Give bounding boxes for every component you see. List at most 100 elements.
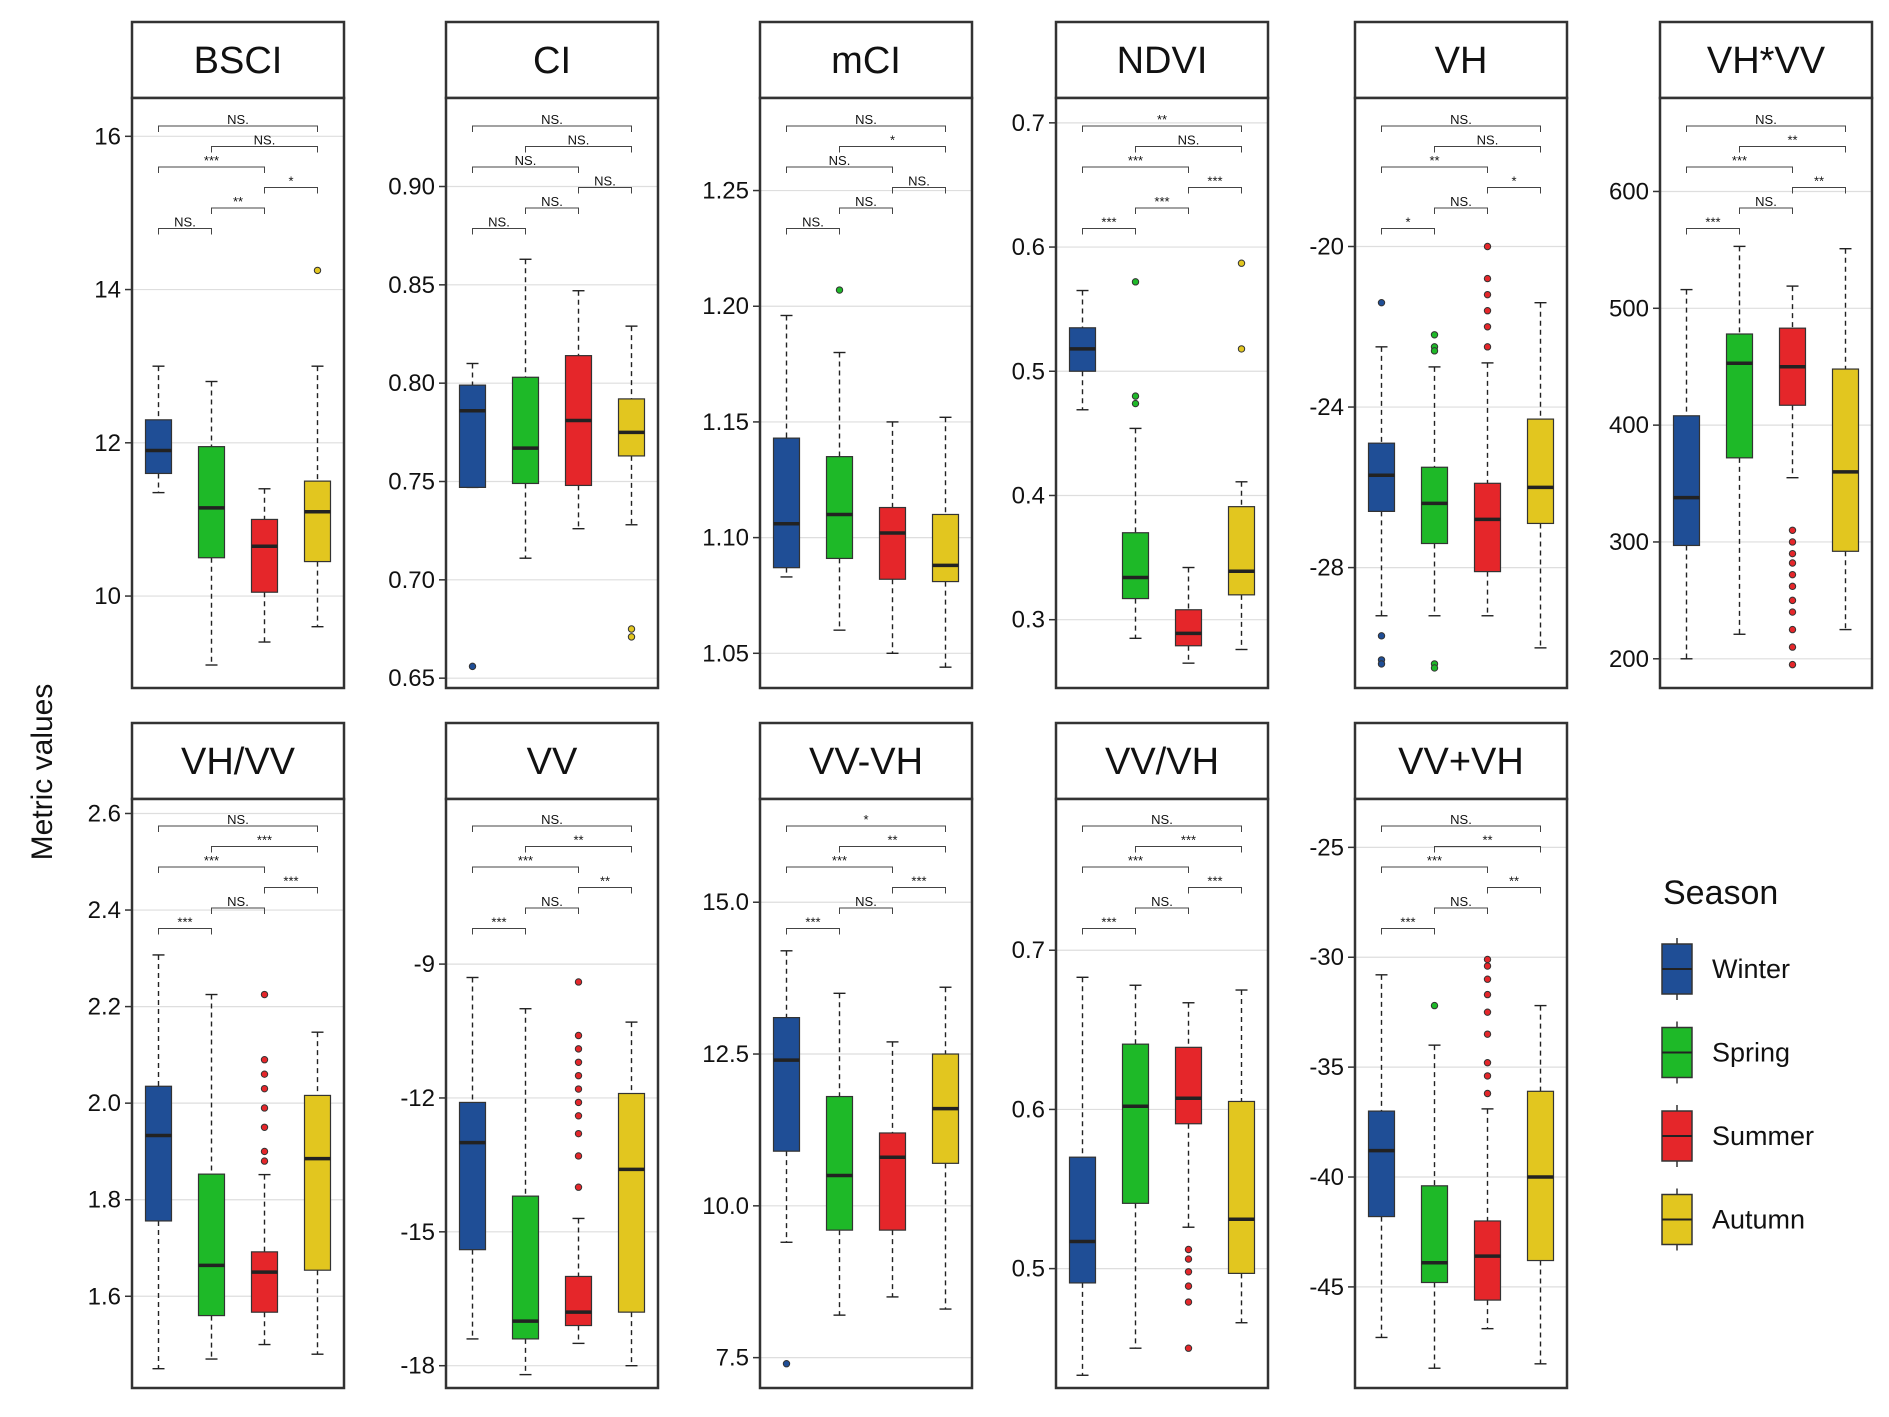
outlier-point [627, 633, 636, 641]
significance-bracket: NS. [1434, 133, 1541, 153]
outlier-point [260, 1147, 269, 1156]
significance-label: *** [283, 874, 298, 889]
bracket-line [1381, 125, 1541, 132]
bracket-line [264, 187, 318, 194]
bracket-line [472, 125, 632, 132]
significance-bracket: ** [525, 833, 632, 853]
box-autumn [303, 1031, 332, 1355]
bracket-line [1082, 866, 1189, 873]
significance-bracket: NS. [786, 153, 893, 173]
bracket-line [211, 907, 265, 914]
significance-bracket: *** [1381, 915, 1435, 935]
significance-label: *** [1207, 874, 1222, 889]
bracket-line [1135, 907, 1189, 914]
outlier-point [1483, 962, 1492, 970]
outlier-point [1184, 1255, 1193, 1263]
outlier-point [574, 1071, 583, 1080]
box-spring [1725, 245, 1754, 635]
y-tick-label: 0.80 [388, 370, 435, 397]
significance-label: NS. [855, 894, 877, 909]
box-autumn [1526, 301, 1555, 649]
significance-bracket: NS. [472, 215, 526, 235]
outlier-point [1430, 1001, 1439, 1010]
y-tick-label: 0.5 [1012, 1256, 1045, 1283]
bracket-line [839, 207, 893, 214]
significance-label: *** [1128, 153, 1143, 168]
outlier-point [1483, 1030, 1492, 1038]
significance-bracket: ** [578, 874, 632, 894]
bracket-line [472, 228, 526, 235]
box-iqr [250, 518, 279, 593]
panel-background [1056, 98, 1268, 688]
outlier-point [1788, 526, 1797, 534]
significance-bracket: NS. [1434, 194, 1488, 214]
box-summer [1778, 285, 1807, 669]
box-summer [564, 978, 593, 1345]
outlier-point [1377, 632, 1386, 640]
outlier-point [1430, 347, 1439, 355]
box-autumn [931, 986, 960, 1310]
y-tick-label: 0.6 [1012, 234, 1045, 261]
outlier-point [1483, 1072, 1492, 1080]
y-tick-label: -18 [400, 1353, 435, 1380]
bracket-line [158, 928, 212, 935]
significance-bracket: NS. [1686, 112, 1846, 132]
significance-bracket: NS. [525, 194, 579, 214]
significance-label: ** [887, 833, 897, 848]
outlier-point [574, 978, 583, 986]
y-tick-label: 600 [1609, 178, 1649, 205]
panel-vv: VV-18-15-12-9NS.*******NS.*** [400, 721, 660, 1390]
outlier-point [1184, 1268, 1193, 1276]
outlier-point [260, 1104, 269, 1112]
facet-strip [1054, 20, 1270, 100]
bracket-line [211, 146, 318, 153]
y-tick-label: -28 [1309, 555, 1344, 582]
significance-label: NS. [1450, 112, 1472, 127]
y-tick-label: 0.7 [1012, 110, 1045, 137]
significance-bracket: *** [472, 915, 526, 935]
y-tick-label: 300 [1609, 529, 1649, 556]
bracket-line [211, 846, 318, 853]
significance-label: *** [832, 853, 847, 868]
significance-bracket: ** [1487, 874, 1541, 894]
box-iqr [1473, 482, 1502, 573]
outlier-point [1483, 290, 1492, 299]
bracket-line [786, 866, 893, 873]
outlier-point [1430, 664, 1439, 672]
box-iqr [1831, 368, 1860, 552]
box-spring [511, 258, 540, 559]
box-summer [1174, 1002, 1203, 1352]
panel-ci: CI 0.65 0.70 0.75 0.80 0.85 0.90 NS. NS. NS. NS. NS… [388, 20, 660, 692]
box-iqr [197, 1173, 226, 1317]
bracket-line [1082, 125, 1242, 132]
facet-title: mCI [831, 40, 901, 82]
box-summer [1174, 566, 1203, 664]
y-tick-label: 0.6 [1012, 1096, 1045, 1123]
significance-label: NS. [541, 812, 563, 827]
outlier-point [1377, 660, 1386, 668]
y-tick-label: 2.6 [88, 800, 121, 827]
facet-strip [130, 721, 346, 801]
legend-title: Season [1663, 874, 1778, 912]
bracket-line [1434, 146, 1541, 153]
bracket-line [1135, 146, 1242, 153]
significance-bracket: ** [1739, 133, 1846, 153]
box-winter [458, 362, 487, 671]
y-tick-label: 2.2 [88, 994, 121, 1021]
box-iqr [197, 446, 226, 559]
outlier-point [574, 1152, 583, 1160]
bracket-line [1381, 166, 1488, 173]
significance-bracket: NS. [578, 174, 632, 194]
box-spring [825, 286, 854, 631]
bracket-line [1739, 207, 1793, 214]
y-tick-label: 1.05 [702, 640, 749, 667]
significance-label: NS. [802, 215, 824, 230]
box-iqr [772, 1016, 801, 1152]
box-winter [772, 950, 801, 1368]
panel-border [444, 797, 660, 1390]
outlier-point [627, 625, 636, 633]
bracket-line [525, 207, 579, 214]
significance-label: *** [177, 915, 192, 930]
significance-bracket: NS. [1082, 812, 1242, 832]
box-summer [250, 488, 279, 643]
